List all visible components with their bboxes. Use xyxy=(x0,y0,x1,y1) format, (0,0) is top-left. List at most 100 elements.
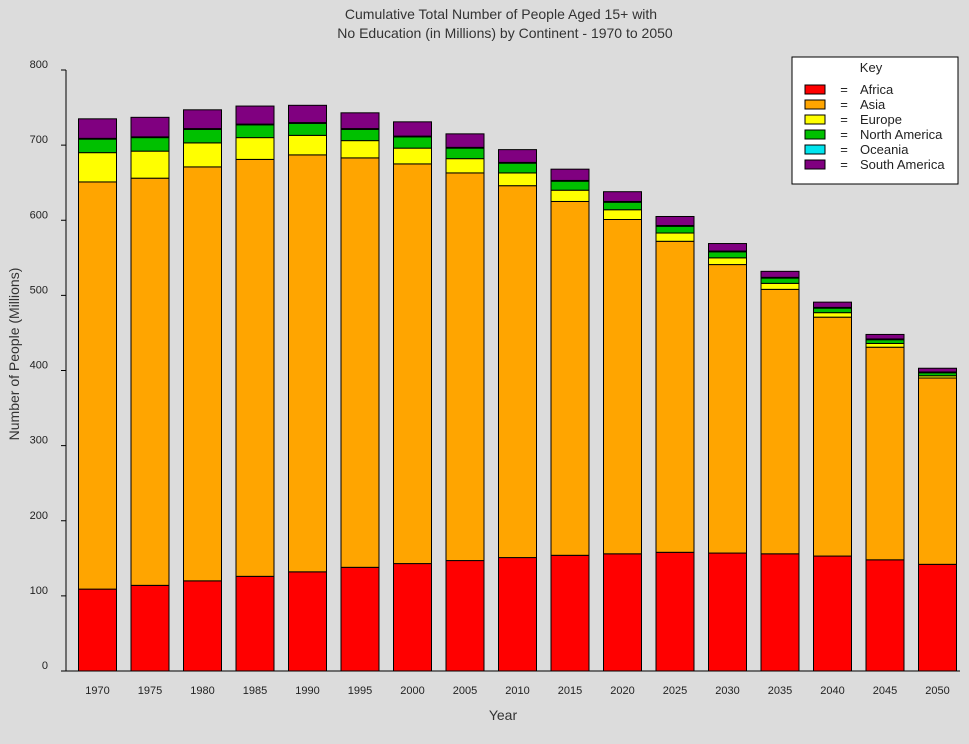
bar-segment-europe-1975 xyxy=(130,150,170,179)
bar-segment-africa-1985 xyxy=(235,575,275,672)
bar-segment-asia-2025 xyxy=(655,240,695,553)
bar-segment-north-america-2015 xyxy=(550,180,590,191)
bar-segment-africa-2040 xyxy=(813,555,852,672)
bar-segment-africa-2050 xyxy=(918,563,957,672)
bar-segment-asia-2050 xyxy=(918,377,957,565)
legend-swatch-africa xyxy=(804,84,826,95)
bar-segment-europe-1985 xyxy=(235,137,275,160)
x-tick-label-2025: 2025 xyxy=(663,685,687,697)
bar-segment-europe-2000 xyxy=(393,147,432,165)
bar-segment-north-america-1970 xyxy=(78,138,117,154)
legend-swatch-asia xyxy=(804,99,826,110)
bar-segment-europe-1995 xyxy=(340,140,380,159)
bar-segment-europe-2040 xyxy=(813,312,852,318)
bar-segment-africa-2030 xyxy=(708,552,747,672)
legend-equals-north-america: = xyxy=(840,127,848,142)
legend-label-asia: Asia xyxy=(860,97,886,112)
bars-layer xyxy=(78,104,957,672)
x-tick-label-2020: 2020 xyxy=(610,685,634,697)
bar-segment-south-america-2040 xyxy=(813,301,852,308)
bar-segment-south-america-1995 xyxy=(340,112,380,130)
bar-segment-africa-1975 xyxy=(130,584,170,672)
x-tick-label-1985: 1985 xyxy=(243,685,267,697)
x-tick-label-1990: 1990 xyxy=(295,685,319,697)
bar-segment-europe-2030 xyxy=(708,257,747,266)
bar-segment-south-america-2010 xyxy=(498,149,537,163)
bar-segment-africa-1995 xyxy=(340,566,380,672)
bar-segment-north-america-2020 xyxy=(603,201,642,211)
bar-segment-asia-2045 xyxy=(865,346,905,561)
x-tick-label-2035: 2035 xyxy=(768,685,792,697)
legend-title: Key xyxy=(860,60,883,75)
y-tick-label-0: 0 xyxy=(42,660,48,672)
bar-segment-africa-2015 xyxy=(550,554,590,672)
y-tick-label-600: 600 xyxy=(30,209,48,221)
y-tick-label-800: 800 xyxy=(30,59,48,71)
chart-title-line-1: Cumulative Total Number of People Aged 1… xyxy=(345,6,657,22)
bar-segment-africa-2035 xyxy=(760,553,800,672)
legend-equals-oceania: = xyxy=(840,142,848,157)
bar-segment-europe-1970 xyxy=(78,152,117,183)
y-tick-label-100: 100 xyxy=(30,585,48,597)
bar-segment-africa-2025 xyxy=(655,551,695,672)
x-tick-label-1995: 1995 xyxy=(348,685,372,697)
bar-segment-asia-2010 xyxy=(498,185,537,559)
bar-segment-south-america-1985 xyxy=(235,105,275,125)
y-tick-label-400: 400 xyxy=(30,360,48,372)
legend-swatch-oceania xyxy=(804,144,826,155)
legend-label-oceania: Oceania xyxy=(860,142,909,157)
chart-title-line-2: No Education (in Millions) by Continent … xyxy=(337,25,673,41)
bar-segment-north-america-2040 xyxy=(813,307,852,314)
x-tick-label-2015: 2015 xyxy=(558,685,582,697)
bar-segment-south-america-1970 xyxy=(78,118,117,139)
bar-segment-north-america-2045 xyxy=(865,339,905,344)
bar-segment-africa-1970 xyxy=(78,588,117,672)
bar-segment-south-america-2025 xyxy=(655,215,695,227)
legend-equals-europe: = xyxy=(840,112,848,127)
bar-segment-asia-2035 xyxy=(760,288,800,555)
bar-segment-south-america-2045 xyxy=(865,333,905,340)
bar-segment-asia-1980 xyxy=(183,166,222,582)
bar-segment-south-america-1990 xyxy=(288,104,327,124)
x-tick-label-2045: 2045 xyxy=(873,685,897,697)
bar-segment-south-america-2030 xyxy=(708,243,747,252)
bar-segment-asia-1975 xyxy=(130,177,170,586)
bar-segment-south-america-1975 xyxy=(130,116,170,138)
bar-segment-asia-2030 xyxy=(708,264,747,554)
legend-swatch-north-america xyxy=(804,129,826,140)
bar-segment-europe-2005 xyxy=(445,158,485,174)
bar-segment-europe-2015 xyxy=(550,189,590,202)
bar-segment-north-america-2010 xyxy=(498,162,537,174)
bar-segment-south-america-2005 xyxy=(445,133,485,148)
bar-segment-asia-2000 xyxy=(393,163,432,565)
bar-segment-asia-2005 xyxy=(445,172,485,562)
bar-segment-africa-2020 xyxy=(603,553,642,672)
bar-segment-asia-1995 xyxy=(340,157,380,568)
bar-segment-europe-1980 xyxy=(183,142,222,168)
bar-segment-africa-1980 xyxy=(183,580,222,672)
x-tick-label-2030: 2030 xyxy=(715,685,739,697)
x-tick-label-2050: 2050 xyxy=(925,685,949,697)
legend-equals-africa: = xyxy=(840,82,848,97)
bar-segment-south-america-2035 xyxy=(760,270,800,278)
bar-segment-europe-2020 xyxy=(603,209,642,220)
bar-segment-asia-1970 xyxy=(78,181,117,590)
bar-segment-south-america-2015 xyxy=(550,168,590,181)
x-tick-label-1970: 1970 xyxy=(85,685,109,697)
bar-segment-asia-1985 xyxy=(235,158,275,577)
y-tick-label-300: 300 xyxy=(30,435,48,447)
bar-segment-north-america-2035 xyxy=(760,277,800,284)
bar-segment-north-america-1990 xyxy=(288,122,327,136)
bar-segment-asia-2015 xyxy=(550,200,590,556)
bar-segment-africa-2010 xyxy=(498,557,537,672)
bar-segment-africa-2045 xyxy=(865,559,905,672)
legend-swatch-south-america xyxy=(804,159,826,170)
bar-segment-africa-1990 xyxy=(288,571,327,672)
bar-segment-europe-2035 xyxy=(760,282,800,290)
bar-segment-europe-2045 xyxy=(865,342,905,348)
legend-label-europe: Europe xyxy=(860,112,902,127)
x-tick-label-2010: 2010 xyxy=(505,685,529,697)
legend-swatch-europe xyxy=(804,114,826,125)
x-tick-label-1975: 1975 xyxy=(138,685,162,697)
